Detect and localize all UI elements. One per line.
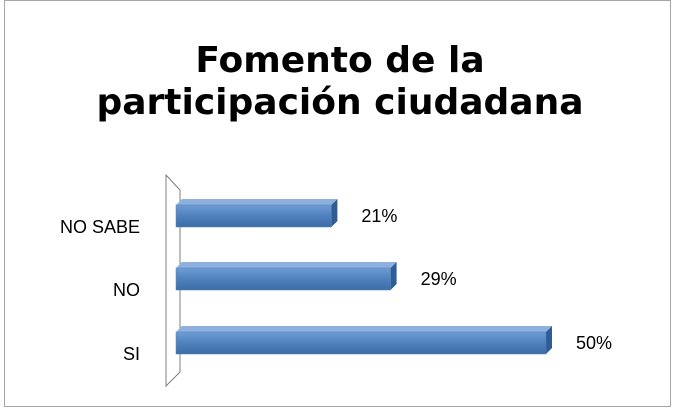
data-label: 21% [361,206,397,226]
chart-title: Fomento de la participación ciudadana [96,40,584,123]
bar-side [546,326,552,354]
bar [175,204,332,228]
bar-top [176,199,338,205]
bar [175,331,547,355]
bar-side [331,199,338,227]
bar [175,267,391,291]
data-label: 50% [576,333,612,353]
y-tick-label: NO [113,280,140,300]
y-tick-label: NO SABE [60,217,140,237]
data-label: 29% [421,269,457,289]
bar-side [390,262,397,290]
y-tick-label: SI [123,344,140,364]
bar-top [176,262,397,268]
bar-top [176,326,552,332]
chart-border [4,0,671,407]
